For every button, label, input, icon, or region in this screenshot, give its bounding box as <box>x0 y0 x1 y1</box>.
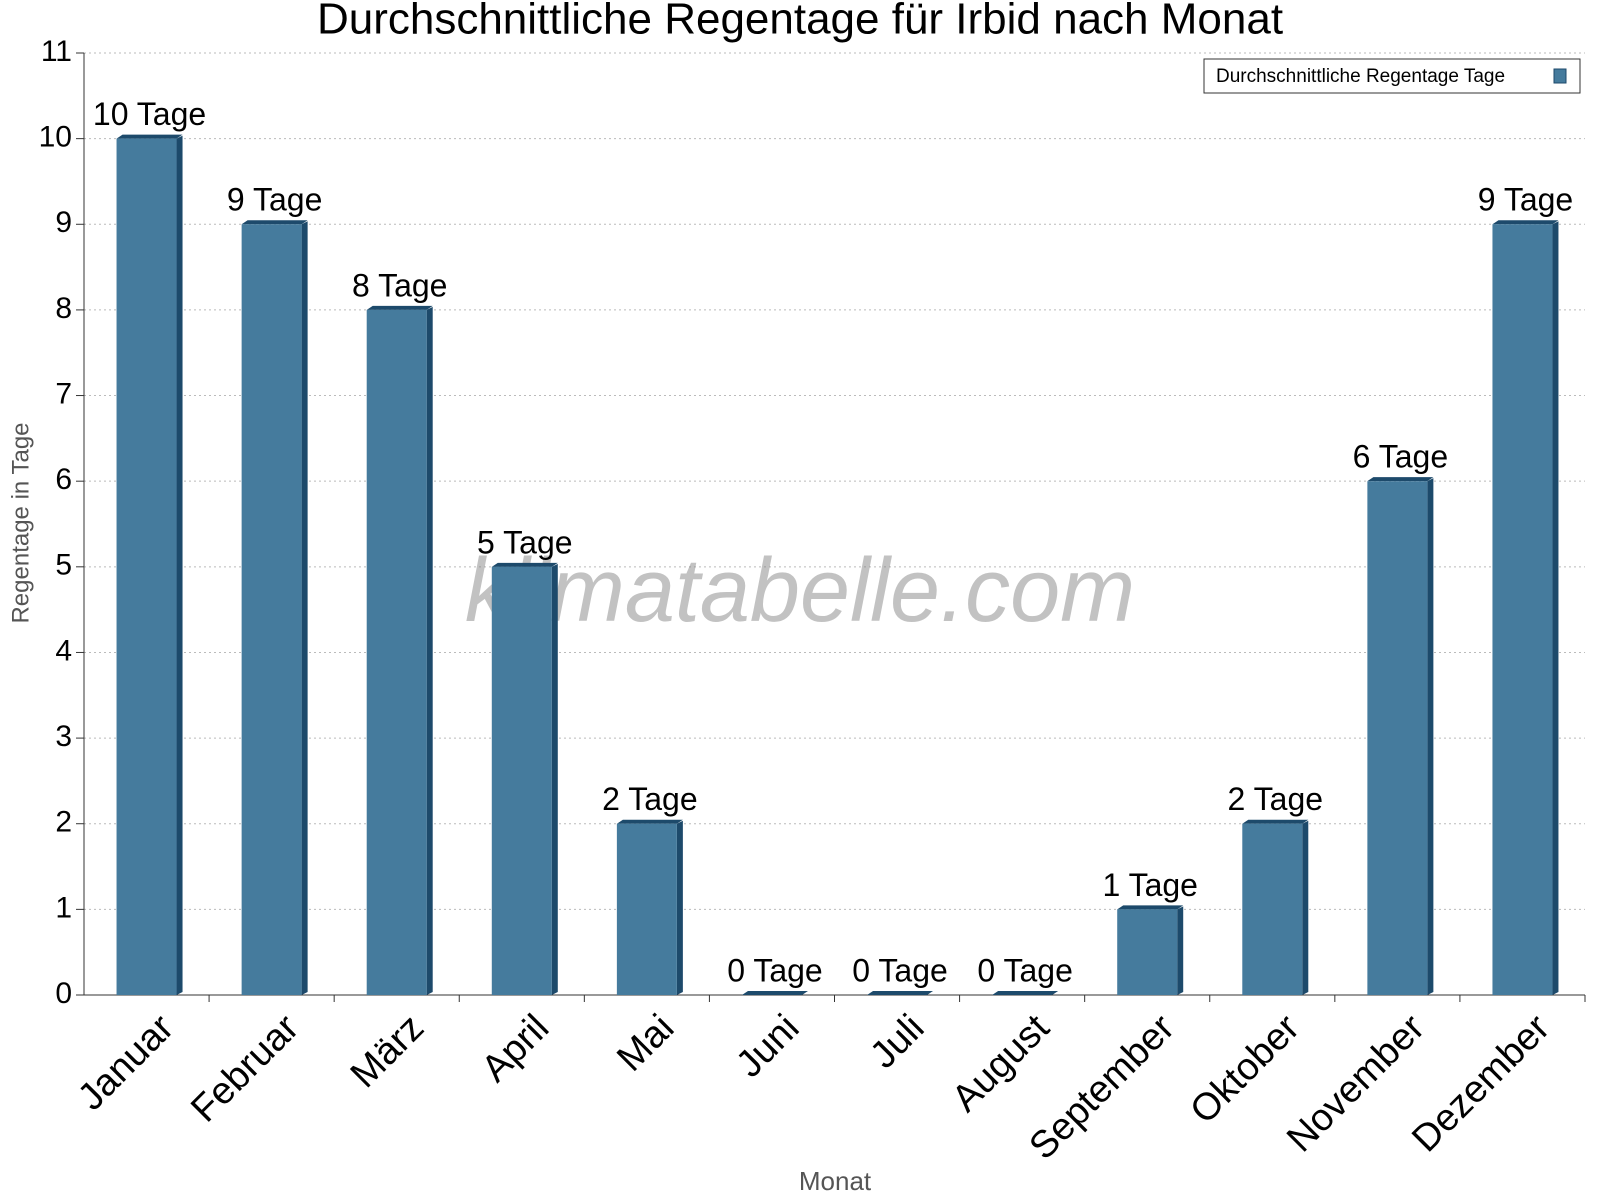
bar-side <box>676 820 683 995</box>
bar-top <box>241 220 308 225</box>
y-tick-label: 0 <box>55 977 72 1010</box>
bar <box>366 309 427 996</box>
bar-side <box>301 221 308 996</box>
x-tick-label: März <box>343 1007 432 1096</box>
x-tick-label: Dezember <box>1404 1007 1558 1161</box>
bar-top <box>616 819 683 824</box>
x-tick-label: Januar <box>70 1007 182 1119</box>
y-tick-label: 1 <box>55 891 72 924</box>
bar-top <box>1242 819 1309 824</box>
bar-side <box>176 135 183 996</box>
legend-swatch <box>1553 68 1567 84</box>
bar <box>1242 823 1303 995</box>
data-label: 9 Tage <box>1478 182 1574 218</box>
x-tick-label: Februar <box>183 1007 307 1131</box>
data-label: 5 Tage <box>477 524 573 560</box>
bar <box>241 224 302 996</box>
y-axis-label: Regentage in Tage <box>7 422 34 623</box>
bar <box>1492 224 1553 996</box>
y-tick-label: 11 <box>41 35 72 68</box>
bar-side <box>551 563 558 995</box>
legend: Durchschnittliche Regentage Tage <box>1203 58 1581 94</box>
y-tick-label: 5 <box>55 549 72 582</box>
bar-side <box>1177 906 1184 995</box>
y-tick-label: 7 <box>55 377 72 410</box>
y-tick-label: 8 <box>55 292 72 325</box>
bar <box>491 566 552 995</box>
data-label: 0 Tage <box>852 952 948 988</box>
watermark: klimatabelle.com <box>465 541 1135 641</box>
y-tick-label: 4 <box>55 634 72 667</box>
bar <box>1117 909 1178 995</box>
data-label: 10 Tage <box>93 96 206 132</box>
data-label: 8 Tage <box>352 267 448 303</box>
bar-top <box>867 991 934 995</box>
y-tick-label: 9 <box>55 206 72 239</box>
bar-top <box>992 991 1059 995</box>
data-label: 9 Tage <box>227 182 323 218</box>
data-label: 6 Tage <box>1353 439 1449 475</box>
legend-label: Durchschnittliche Regentage Tage <box>1216 66 1505 87</box>
x-tick-label: Oktober <box>1182 1007 1308 1133</box>
bar-top <box>491 562 558 567</box>
x-tick-label: August <box>944 1006 1058 1120</box>
y-tick-label: 2 <box>55 806 72 839</box>
bar-top <box>741 991 808 995</box>
bar-top <box>1492 220 1559 225</box>
y-tick-label: 6 <box>55 463 72 496</box>
x-tick-label: April <box>474 1007 557 1090</box>
x-axis-label: Monat <box>799 1166 872 1196</box>
bar-side <box>1427 478 1434 995</box>
x-tick-label: Juni <box>728 1007 807 1086</box>
bar-side <box>1302 820 1309 995</box>
y-tick-label: 3 <box>55 720 72 753</box>
y-tick-label: 10 <box>39 121 72 154</box>
bar <box>116 138 177 996</box>
chart-title: Durchschnittliche Regentage für Irbid na… <box>317 0 1283 44</box>
bar-side <box>426 306 433 996</box>
x-tick-label: Juli <box>862 1007 932 1077</box>
bar-top <box>116 134 183 139</box>
data-label: 2 Tage <box>602 781 698 817</box>
bar-top <box>366 305 433 310</box>
bar <box>1367 481 1428 995</box>
bar-top <box>1367 477 1434 482</box>
bar-top <box>1117 905 1184 910</box>
data-label: 0 Tage <box>727 952 823 988</box>
data-label: 0 Tage <box>977 952 1073 988</box>
legend-box <box>1203 58 1581 94</box>
bar <box>616 823 677 995</box>
x-tick-label: Mai <box>609 1007 682 1080</box>
data-label: 1 Tage <box>1102 867 1198 903</box>
bar-side <box>1552 221 1559 996</box>
data-label: 2 Tage <box>1228 781 1324 817</box>
